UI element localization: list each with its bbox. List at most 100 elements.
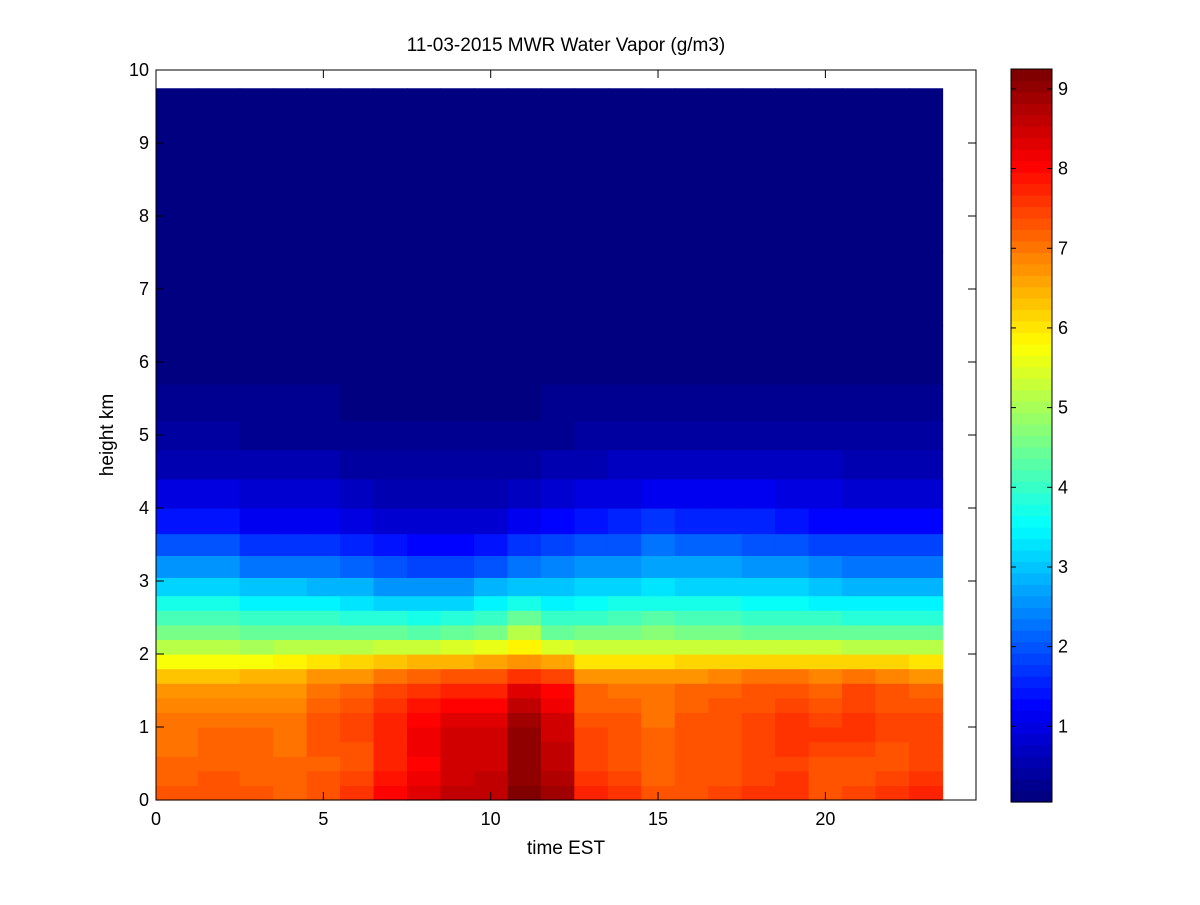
- heatmap-cell: [674, 610, 709, 626]
- colorbar-band: [1011, 252, 1052, 265]
- heatmap-cell: [909, 785, 944, 801]
- heatmap-cell: [306, 555, 341, 578]
- heatmap-cell: [708, 697, 743, 713]
- heatmap-cell: [540, 478, 575, 509]
- heatmap-cell: [708, 449, 743, 480]
- heatmap-cell: [407, 697, 442, 713]
- heatmap-cell: [540, 756, 575, 772]
- heatmap-cell: [842, 577, 877, 597]
- heatmap-cell: [473, 179, 509, 254]
- colorbar-tick-label: 9: [1058, 79, 1068, 99]
- heatmap-cell: [507, 179, 542, 254]
- heatmap-cell: [574, 179, 609, 254]
- colorbar-band: [1011, 103, 1052, 116]
- heatmap-cell: [775, 325, 810, 385]
- heatmap-cell: [473, 577, 509, 597]
- heatmap-cell: [674, 770, 709, 786]
- colorbar-band: [1011, 698, 1052, 711]
- heatmap-cell: [440, 639, 475, 655]
- y-tick-label: 6: [139, 352, 149, 372]
- x-tick-label: 5: [318, 809, 328, 829]
- colorbar-band: [1011, 446, 1052, 459]
- heatmap-cell: [239, 624, 274, 640]
- y-tick-label: 9: [139, 133, 149, 153]
- heatmap-cell: [273, 325, 308, 385]
- heatmap-cell: [340, 668, 375, 684]
- heatmap-cell: [909, 252, 944, 327]
- heatmap-cell: [875, 88, 910, 181]
- heatmap-cell: [607, 624, 642, 640]
- heatmap-cell: [674, 712, 709, 728]
- heatmap-cell: [273, 668, 308, 684]
- heatmap-cell: [808, 595, 843, 611]
- colorbar-band: [1011, 595, 1052, 608]
- heatmap-cell: [407, 624, 442, 640]
- heatmap-cell: [775, 741, 810, 757]
- heatmap-cell: [775, 533, 810, 557]
- heatmap-cell: [273, 252, 308, 327]
- colorbar-band: [1011, 309, 1052, 322]
- y-tick-label: 0: [139, 790, 149, 810]
- heatmap-cell: [842, 654, 877, 670]
- heatmap-cell: [340, 555, 375, 578]
- y-tick-label: 8: [139, 206, 149, 226]
- heatmap-cell: [775, 478, 810, 509]
- heatmap-cell: [197, 252, 241, 327]
- colorbar-band: [1011, 114, 1052, 127]
- heatmap-cell: [842, 88, 877, 181]
- heatmap-cell: [373, 533, 408, 557]
- heatmap-cell: [273, 756, 308, 772]
- x-tick-label: 15: [648, 809, 668, 829]
- heatmap-cell: [373, 756, 408, 772]
- heatmap-cell: [708, 555, 743, 578]
- heatmap-cell: [775, 712, 810, 728]
- heatmap-cell: [197, 420, 241, 451]
- heatmap-cell: [373, 683, 408, 699]
- heatmap-cell: [540, 420, 575, 451]
- heatmap-cell: [373, 508, 408, 535]
- heatmap-cell: [875, 478, 910, 509]
- colorbar-tick-label: 3: [1058, 557, 1068, 577]
- heatmap-cell: [440, 88, 475, 181]
- heatmap-cell: [741, 668, 776, 684]
- colorbar-bands: [1011, 69, 1052, 803]
- heatmap-cell: [540, 683, 575, 699]
- heatmap-cell: [407, 639, 442, 655]
- heatmap-cell: [373, 383, 408, 421]
- heatmap-cell: [273, 712, 308, 728]
- heatmap-cell: [775, 610, 810, 626]
- heatmap-cell: [273, 449, 308, 480]
- heatmap-cell: [197, 741, 241, 757]
- colorbar-band: [1011, 217, 1052, 230]
- heatmap-cell: [842, 555, 877, 578]
- heatmap-cell: [197, 555, 241, 578]
- heatmap-cell: [775, 770, 810, 786]
- heatmap-cell: [775, 449, 810, 480]
- heatmap-cell: [440, 756, 475, 772]
- colorbar-band: [1011, 172, 1052, 185]
- heatmap-cell: [373, 624, 408, 640]
- heatmap-cell: [775, 179, 810, 254]
- heatmap-cell: [340, 770, 375, 786]
- heatmap-cell: [741, 683, 776, 699]
- heatmap-cell: [239, 610, 274, 626]
- heatmap-cell: [540, 508, 575, 535]
- heatmap-cell: [875, 785, 910, 801]
- heatmap-cell: [808, 683, 843, 699]
- heatmap-cell: [574, 555, 609, 578]
- heatmap-cell: [239, 420, 274, 451]
- heatmap-cell: [197, 697, 241, 713]
- heatmap-cell: [909, 478, 944, 509]
- colorbar-tick-label: 2: [1058, 637, 1068, 657]
- heatmap-cell: [156, 668, 199, 684]
- heatmap-cell: [306, 595, 341, 611]
- colorbar-tick-label: 1: [1058, 716, 1068, 736]
- heatmap-cell: [507, 785, 542, 801]
- heatmap-cell: [808, 624, 843, 640]
- colorbar-band: [1011, 469, 1052, 482]
- heatmap-cell: [842, 697, 877, 713]
- heatmap-cell: [875, 624, 910, 640]
- heatmap-cell: [156, 785, 199, 801]
- heatmap-cell: [574, 88, 609, 181]
